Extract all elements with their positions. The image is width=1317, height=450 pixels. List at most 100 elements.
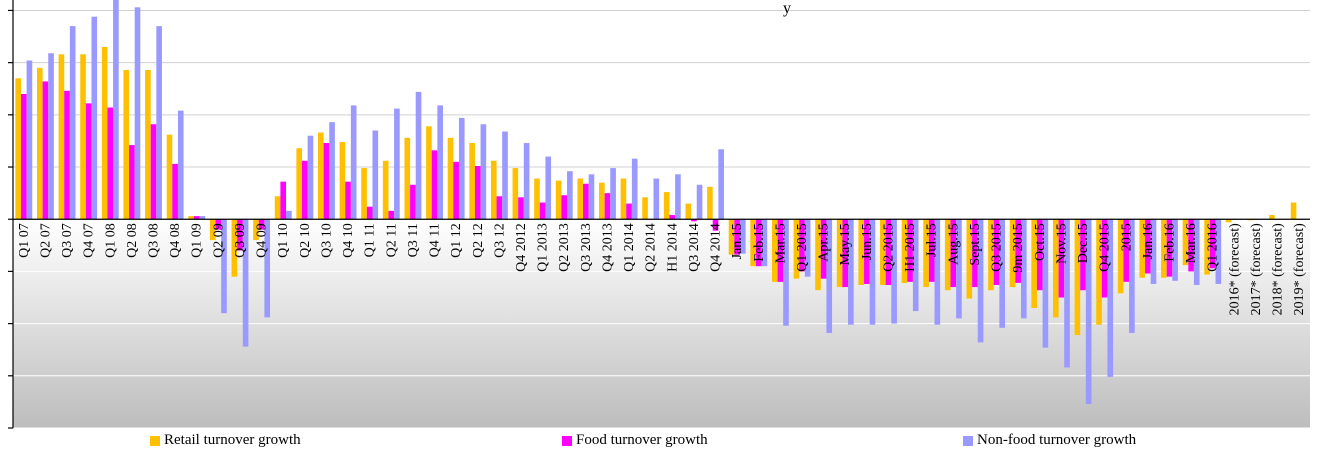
bar-nonfood	[567, 171, 573, 220]
bar-nonfood	[372, 130, 379, 220]
x-tick-label: Q4 09	[255, 223, 270, 258]
bar-food	[85, 103, 92, 220]
x-tick-label: Q4 2014	[709, 223, 724, 272]
bar-food	[734, 219, 740, 255]
legend-swatch-food	[562, 435, 572, 446]
bar-retail	[793, 219, 800, 279]
bar-retail	[642, 197, 648, 220]
x-tick-label: Mar.16	[1184, 223, 1199, 263]
bar-food	[345, 181, 351, 220]
x-tick-label: Q1 08	[103, 223, 118, 258]
bar-food	[885, 219, 892, 285]
x-tick-label: Q3 11	[406, 223, 421, 257]
bar-food	[280, 181, 287, 220]
x-tick-label: Jul.15	[925, 223, 940, 257]
x-tick-label: Q3 10	[319, 223, 334, 258]
bar-retail	[382, 160, 389, 220]
x-tick-label: Jan.15	[730, 223, 745, 259]
x-tick-label: Q1 2015	[795, 223, 810, 272]
bar-nonfood	[610, 168, 616, 220]
x-tick-label: Q3 2015	[990, 223, 1005, 272]
bar-food	[539, 202, 546, 220]
bar-nonfood	[480, 124, 487, 220]
x-tick-label: Q2 10	[298, 223, 313, 258]
bar-retail	[426, 126, 432, 220]
bar-retail	[728, 219, 735, 255]
bar-retail	[469, 143, 475, 220]
bar-nonfood	[502, 131, 508, 220]
bar-nonfood	[1172, 219, 1178, 281]
bar-nonfood	[1020, 219, 1027, 319]
bar-retail	[101, 46, 108, 220]
x-tick-label: May.15	[838, 223, 853, 265]
bar-nonfood	[1064, 219, 1070, 368]
bar-nonfood	[156, 26, 162, 220]
bar-nonfood	[761, 219, 768, 267]
bar-food	[1036, 219, 1043, 291]
x-tick-label: Q4 07	[82, 223, 97, 258]
bar-retail	[1161, 219, 1167, 278]
bar-retail	[1225, 219, 1232, 223]
legend-label-food: Food turnover growth	[576, 432, 708, 448]
bar-nonfood	[912, 219, 919, 312]
x-tick-label: Feb.16	[1162, 223, 1177, 262]
bar-retail	[512, 168, 519, 220]
bar-nonfood	[1107, 219, 1114, 377]
bar-food	[993, 219, 1000, 285]
bar-retail	[880, 219, 886, 285]
bar-retail	[361, 168, 367, 220]
bar-food	[842, 219, 849, 288]
bar-retail	[296, 148, 303, 220]
bar-nonfood	[891, 219, 897, 324]
legend-item-food: Food turnover growth	[562, 432, 708, 449]
bar-retail	[620, 178, 627, 220]
bar-retail	[1074, 219, 1081, 336]
bar-nonfood	[437, 105, 443, 220]
bar-nonfood	[394, 108, 400, 220]
bar-retail	[1096, 219, 1102, 325]
bar-nonfood	[134, 7, 141, 220]
bar-nonfood	[286, 210, 292, 220]
x-tick-label: Q3 07	[60, 223, 75, 258]
x-tick-label: Q2 07	[38, 223, 53, 258]
legend-label-retail: Retail turnover growth	[164, 432, 301, 448]
bar-food	[431, 150, 438, 220]
x-tick-label: 2015	[1119, 223, 1134, 251]
bar-retail	[836, 219, 843, 288]
bar-nonfood	[675, 174, 681, 220]
gridlines	[13, 9, 1310, 429]
bar-nonfood	[588, 174, 595, 220]
legend-swatch-nonfood	[963, 435, 973, 446]
bar-food	[1166, 219, 1173, 277]
bar-retail	[36, 67, 43, 220]
x-tick-label: H1 2014	[665, 223, 680, 272]
bar-food	[150, 124, 157, 220]
bar-nonfood	[523, 143, 530, 220]
bar-nonfood	[177, 110, 184, 220]
x-tick-label: 9m 2015	[1011, 223, 1026, 272]
legend-item-nonfood: Non-food turnover growth	[963, 432, 1136, 449]
bar-nonfood	[826, 219, 833, 334]
bar-food	[323, 143, 330, 220]
x-tick-label: Q3 12	[492, 223, 507, 258]
bar-retail	[1182, 219, 1189, 266]
bar-food	[950, 219, 957, 288]
bar-retail	[1139, 219, 1146, 278]
bar-retail	[1031, 219, 1037, 308]
x-tick-label: 2016* (forecast)	[1227, 223, 1242, 315]
bar-nonfood	[631, 158, 638, 220]
chart: Q1 07 Q2 07 Q3 07 Q4 07 Q1 08 Q2 08 Q3 08 Q4 08…	[8, 0, 1310, 429]
x-tick-label: 2018* (forecast)	[1271, 223, 1286, 315]
x-tick-label: Q4 11	[428, 223, 443, 257]
x-tick-label: Q2 2013	[557, 223, 572, 272]
bar-retail	[1052, 219, 1059, 318]
bar-nonfood	[91, 16, 98, 220]
bar-food	[712, 219, 719, 231]
bar-retail	[274, 196, 281, 220]
bar-retail	[988, 219, 994, 291]
x-tick-label: Q1 09	[190, 223, 205, 258]
bar-retail	[145, 69, 151, 220]
bar-retail	[599, 182, 605, 220]
x-tick-label: Q3 09	[233, 223, 248, 258]
bar-retail	[1204, 219, 1210, 275]
